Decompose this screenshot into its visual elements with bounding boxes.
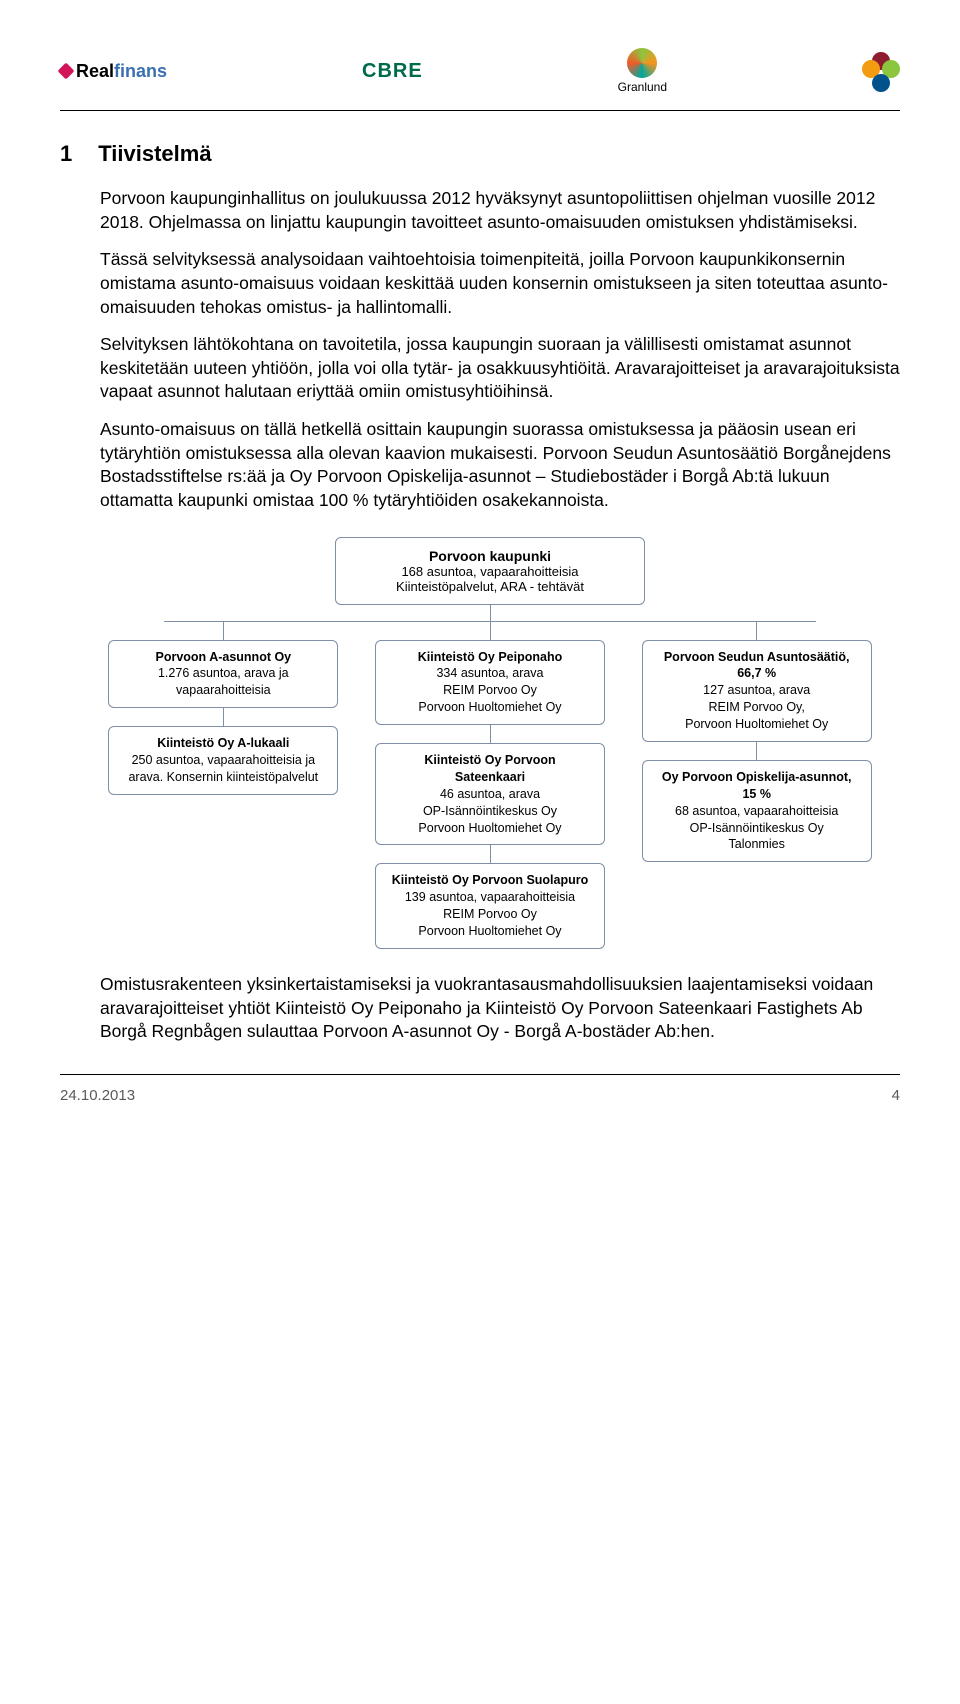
- org-node-line: Porvoon Huoltomiehet Oy: [655, 716, 859, 733]
- org-node-line: OP-Isännöintikeskus Oy: [655, 820, 859, 837]
- org-node-title: Porvoon A-asunnot Oy: [121, 649, 325, 666]
- org-node: Kiinteistö Oy Porvoon Suolapuro 139 asun…: [375, 863, 605, 949]
- clover-icon: [862, 52, 900, 90]
- org-vline: [756, 742, 757, 760]
- paragraph-2: Tässä selvityksessä analysoidaan vaihtoe…: [100, 248, 900, 319]
- org-node-line: Porvoon Huoltomiehet Oy: [388, 699, 592, 716]
- realfinans-text-accent: finans: [114, 61, 167, 81]
- org-chart: Porvoon kaupunki 168 asuntoa, vapaarahoi…: [90, 537, 890, 949]
- org-node-line: 1.276 asuntoa, arava ja: [121, 665, 325, 682]
- org-root-node: Porvoon kaupunki 168 asuntoa, vapaarahoi…: [335, 537, 645, 605]
- org-node: Kiinteistö Oy Porvoon Sateenkaari 46 asu…: [375, 743, 605, 845]
- org-vline: [756, 622, 757, 640]
- org-node-line: REIM Porvoo Oy: [388, 906, 592, 923]
- content-area: 1 Tiivistelmä Porvoon kaupunginhallitus …: [60, 141, 900, 1044]
- org-node-line: 46 asuntoa, arava: [388, 786, 592, 803]
- org-node-title: Kiinteistö Oy Peiponaho: [388, 649, 592, 666]
- org-node-line: OP-Isännöintikeskus Oy: [388, 803, 592, 820]
- org-node-title: Kiinteistö Oy A-lukaali: [121, 735, 325, 752]
- org-node-line: 334 asuntoa, arava: [388, 665, 592, 682]
- logo-cbre: CBRE: [362, 60, 423, 83]
- page-container: Realfinans CBRE Granlund 1 Tiivistelmä P…: [0, 0, 960, 1124]
- org-vline: [223, 622, 224, 640]
- footer-page-number: 4: [892, 1087, 900, 1104]
- org-vline: [490, 725, 491, 743]
- org-trunk-line: [490, 605, 491, 621]
- org-node-line: arava. Konsernin kiinteistöpalvelut: [121, 769, 325, 786]
- org-root-title: Porvoon kaupunki: [350, 548, 630, 564]
- org-columns: Porvoon A-asunnot Oy 1.276 asuntoa, arav…: [90, 622, 890, 949]
- org-node-line: 127 asuntoa, arava: [655, 682, 859, 699]
- section-title: Tiivistelmä: [98, 141, 211, 167]
- paragraph-5: Omistusrakenteen yksinkertaistamiseksi j…: [100, 973, 900, 1044]
- org-node-title: Kiinteistö Oy Porvoon Suolapuro: [388, 872, 592, 889]
- logo-realfinans: Realfinans: [60, 61, 167, 82]
- org-node-line: REIM Porvoo Oy,: [655, 699, 859, 716]
- org-vline: [223, 708, 224, 726]
- org-root-line2: Kiinteistöpalvelut, ARA - tehtävät: [350, 579, 630, 594]
- org-node-line: 139 asuntoa, vapaarahoitteisia: [388, 889, 592, 906]
- org-node-line: 250 asuntoa, vapaarahoitteisia ja: [121, 752, 325, 769]
- org-node: Porvoon A-asunnot Oy 1.276 asuntoa, arav…: [108, 640, 338, 709]
- section-heading: 1 Tiivistelmä: [60, 141, 900, 167]
- org-node: Kiinteistö Oy A-lukaali 250 asuntoa, vap…: [108, 726, 338, 795]
- paragraph-1: Porvoon kaupunginhallitus on joulukuussa…: [100, 187, 900, 234]
- org-vline: [490, 845, 491, 863]
- org-node: Porvoon Seudun Asuntosäätiö, 66,7 % 127 …: [642, 640, 872, 742]
- org-node-line: Talonmies: [655, 836, 859, 853]
- org-col-3: Porvoon Seudun Asuntosäätiö, 66,7 % 127 …: [623, 622, 890, 949]
- org-node-line: Porvoon Huoltomiehet Oy: [388, 923, 592, 940]
- org-node-title: Oy Porvoon Opiskelija-asunnot, 15 %: [655, 769, 859, 803]
- org-node-title: Kiinteistö Oy Porvoon Sateenkaari: [388, 752, 592, 786]
- org-node-line: 68 asuntoa, vapaarahoitteisia: [655, 803, 859, 820]
- org-node-title: Porvoon Seudun Asuntosäätiö, 66,7 %: [655, 649, 859, 683]
- logo-granlund: Granlund: [618, 48, 667, 94]
- realfinans-icon: [58, 63, 75, 80]
- paragraph-4: Asunto-omaisuus on tällä hetkellä ositta…: [100, 418, 900, 513]
- realfinans-text-plain: Real: [76, 61, 114, 81]
- header-logo-row: Realfinans CBRE Granlund: [60, 48, 900, 111]
- logo-clover: [862, 52, 900, 90]
- footer-date: 24.10.2013: [60, 1087, 135, 1104]
- org-node: Oy Porvoon Opiskelija-asunnot, 15 % 68 a…: [642, 760, 872, 862]
- org-node: Kiinteistö Oy Peiponaho 334 asuntoa, ara…: [375, 640, 605, 726]
- org-node-line: Porvoon Huoltomiehet Oy: [388, 820, 592, 837]
- org-node-line: REIM Porvoo Oy: [388, 682, 592, 699]
- page-footer: 24.10.2013 4: [60, 1074, 900, 1104]
- paragraph-3: Selvityksen lähtökohtana on tavoitetila,…: [100, 333, 900, 404]
- org-vline: [490, 622, 491, 640]
- org-node-line: vapaarahoitteisia: [121, 682, 325, 699]
- org-col-1: Porvoon A-asunnot Oy 1.276 asuntoa, arav…: [90, 622, 357, 949]
- granlund-icon: [627, 48, 657, 78]
- org-col-2: Kiinteistö Oy Peiponaho 334 asuntoa, ara…: [357, 622, 624, 949]
- granlund-text: Granlund: [618, 80, 667, 94]
- org-root-line1: 168 asuntoa, vapaarahoitteisia: [350, 564, 630, 579]
- section-number: 1: [60, 141, 72, 167]
